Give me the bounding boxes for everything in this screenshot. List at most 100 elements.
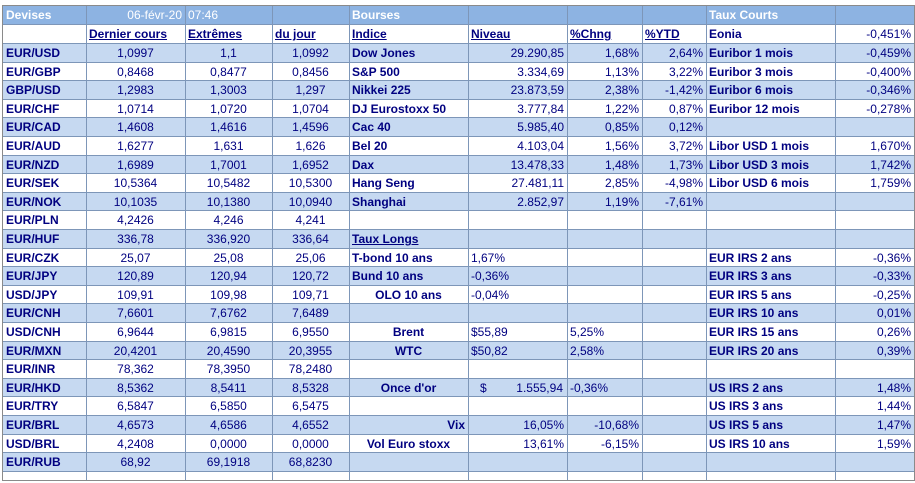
du-jour-value: 1,626 bbox=[295, 139, 326, 153]
currency-pair: EUR/AUD bbox=[6, 139, 61, 153]
du-jour-value: 120,72 bbox=[272, 267, 349, 285]
empty-cell bbox=[835, 230, 914, 248]
niveau-value: 3.334,69 bbox=[517, 65, 564, 79]
currency-pair: GBP/USD bbox=[3, 81, 86, 99]
du-jour-value: 109,71 bbox=[292, 288, 329, 302]
taux-court-value: 1,742% bbox=[835, 156, 914, 174]
table-row: EUR/CZK 25,07 25,08 25,06 T-bond 10 ans 1,67%… bbox=[3, 249, 914, 267]
dernier-cours-value: 0,8468 bbox=[117, 65, 154, 79]
empty-cell bbox=[567, 267, 642, 285]
dernier-cours-value: 20,4201 bbox=[86, 342, 185, 360]
niveau-value: 3.777,84 bbox=[517, 102, 564, 116]
grid-vline bbox=[642, 6, 643, 480]
grid-hline bbox=[3, 415, 914, 416]
extreme-value: 336,920 bbox=[185, 230, 272, 248]
extreme-value: 25,08 bbox=[213, 251, 244, 265]
indice-name: S&P 500 bbox=[352, 65, 400, 79]
taux-long-value: 1,67% bbox=[471, 251, 506, 265]
dernier-cours-value: 78,362 bbox=[117, 362, 154, 376]
grid-hline bbox=[3, 229, 914, 230]
ytd-value: 3,22% bbox=[668, 65, 703, 79]
dernier-cours-value: 1,0997 bbox=[86, 44, 185, 62]
extreme-value: 10,5482 bbox=[206, 176, 251, 190]
commodity-chng: 5,25% bbox=[570, 325, 605, 339]
empty-cell bbox=[642, 416, 706, 434]
commodity-label: Brent bbox=[392, 325, 425, 339]
empty-cell bbox=[706, 211, 835, 229]
grid-hline bbox=[3, 303, 914, 304]
irs-value bbox=[835, 360, 914, 378]
extreme-value: 0,8477 bbox=[210, 65, 247, 79]
ytd-value: -4,98% bbox=[664, 176, 703, 190]
header-spacer bbox=[835, 6, 914, 24]
eonia-label: Eonia bbox=[709, 27, 742, 41]
extreme-value: 4,6586 bbox=[185, 416, 272, 434]
dernier-cours-value: 6,9644 bbox=[117, 325, 154, 339]
irs-label: EUR IRS 15 ans bbox=[709, 325, 799, 339]
du-jour-value: 1,4596 bbox=[272, 118, 349, 136]
empty-cell bbox=[349, 453, 468, 471]
gold-chng: -0,36% bbox=[567, 379, 642, 397]
currency-pair: EUR/CHF bbox=[6, 102, 60, 116]
column-titles-row: Dernier cours Extrêmes du jour Indice Ni… bbox=[3, 25, 914, 43]
ytd-value: 2,64% bbox=[642, 44, 706, 62]
dernier-cours-value: 10,5364 bbox=[113, 176, 158, 190]
table-row: USD/JPY 109,91 109,98 109,71 OLO 10 ans -0,04… bbox=[3, 286, 914, 304]
header-spacer bbox=[468, 6, 567, 24]
commodity-label: WTC bbox=[349, 342, 468, 360]
empty-cell bbox=[642, 342, 706, 360]
chng-value: 1,22% bbox=[604, 102, 639, 116]
market-data-sheet: Devises 06-févr-20 07:46 Bourses Taux Co… bbox=[2, 5, 915, 481]
grid-vline bbox=[468, 6, 469, 480]
currency-pair: EUR/RUB bbox=[3, 453, 86, 471]
du-jour-column: du jour bbox=[275, 27, 316, 41]
dernier-cours-value: 7,6601 bbox=[86, 304, 185, 322]
empty-cell bbox=[567, 211, 642, 229]
table-row: EUR/CNH 7,6601 7,6762 7,6489 EUR IRS 10 ans 0… bbox=[3, 304, 914, 322]
empty-cell bbox=[468, 360, 567, 378]
empty-cell bbox=[468, 453, 567, 471]
du-jour-value: 4,6552 bbox=[272, 416, 349, 434]
extreme-value: 69,1918 bbox=[185, 453, 272, 471]
empty-cell bbox=[642, 286, 706, 304]
grid-hline bbox=[3, 341, 914, 342]
currency-pair: EUR/NZD bbox=[3, 156, 86, 174]
gold-label: Once d'or bbox=[349, 379, 468, 397]
volatility-label: Vix bbox=[349, 416, 468, 434]
empty-cell bbox=[567, 360, 642, 378]
currency-pair: EUR/SEK bbox=[6, 176, 60, 190]
du-jour-value: 10,0940 bbox=[272, 193, 349, 211]
grid-hline bbox=[3, 99, 914, 100]
empty-cell bbox=[468, 211, 567, 229]
commodity-value: $50,82 bbox=[468, 342, 567, 360]
irs-value: 0,26% bbox=[876, 325, 911, 339]
du-jour-value: 6,5475 bbox=[292, 399, 329, 413]
currency-pair: EUR/CZK bbox=[6, 251, 60, 265]
table-row: EUR/JPY 120,89 120,94 120,72 Bund 10 ans -0,3… bbox=[3, 267, 914, 285]
irs-label bbox=[706, 360, 835, 378]
empty-cell bbox=[642, 360, 706, 378]
header-spacer bbox=[567, 6, 642, 24]
taux-court-label: Euribor 12 mois bbox=[709, 102, 800, 116]
grid-hline bbox=[3, 136, 914, 137]
indice-name: Dax bbox=[349, 156, 468, 174]
niveau-value: 27.481,11 bbox=[511, 176, 565, 190]
extreme-value: 0,0000 bbox=[210, 437, 247, 451]
volatility-value: 13,61% bbox=[523, 437, 564, 451]
currency-pair: USD/BRL bbox=[6, 437, 60, 451]
empty-cell bbox=[706, 230, 835, 248]
grid-hline bbox=[3, 359, 914, 360]
empty-cell bbox=[706, 453, 835, 471]
ytd-value: 0,87% bbox=[668, 102, 703, 116]
taux-court-value: 1,670% bbox=[870, 139, 911, 153]
ytd-value: -7,61% bbox=[642, 193, 706, 211]
taux-court-label bbox=[706, 118, 835, 136]
empty-cell bbox=[642, 379, 706, 397]
table-row: USD/BRL 4,2408 0,0000 0,0000 Vol Euro stoxx 1… bbox=[3, 435, 914, 453]
taux-court-value: -0,346% bbox=[835, 81, 914, 99]
currency-pair: USD/JPY bbox=[6, 288, 58, 302]
du-jour-value: 0,0000 bbox=[292, 437, 329, 451]
taux-court-label: Euribor 1 mois bbox=[706, 44, 835, 62]
indice-name: Hang Seng bbox=[352, 176, 415, 190]
gold-currency: $ bbox=[480, 381, 487, 395]
